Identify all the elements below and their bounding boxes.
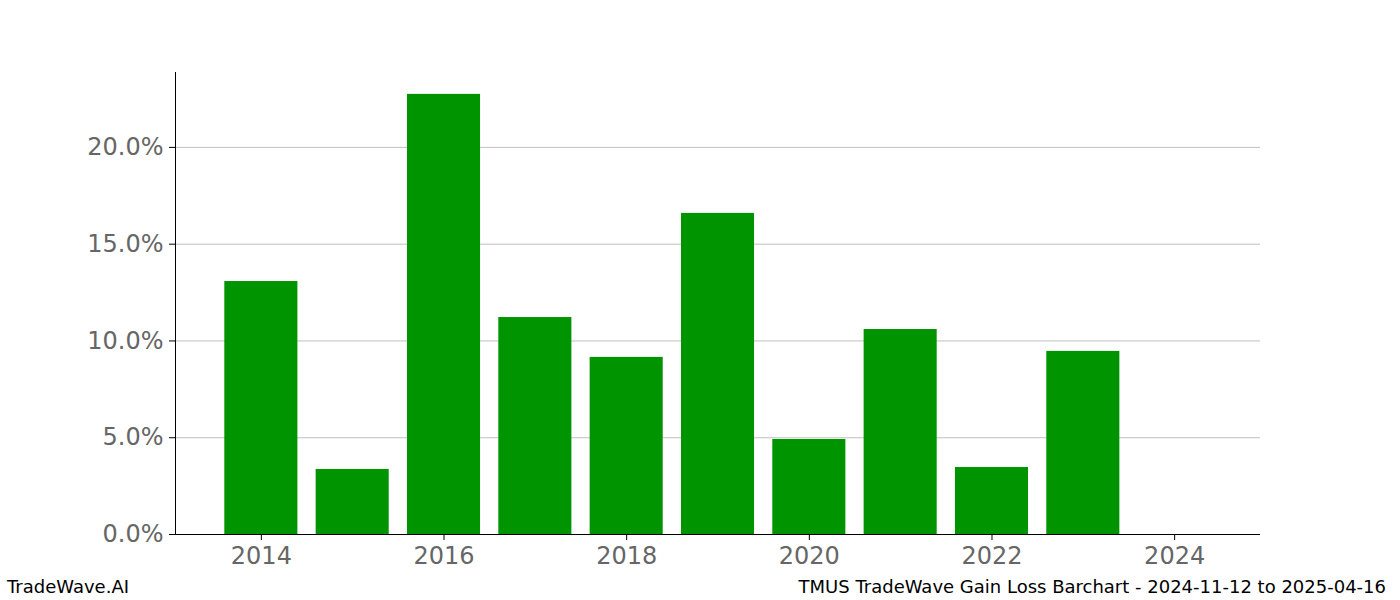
svg-text:10.0%: 10.0% [87,327,163,355]
html-text:TradeWave.AI: TradeWave.AI [7,576,129,597]
svg-text:5.0%: 5.0% [103,423,164,451]
svg-text:0.0%: 0.0% [103,520,164,548]
svg-text:2016: 2016 [413,542,474,570]
svg-text:2020: 2020 [779,542,840,570]
svg-text:2022: 2022 [961,542,1022,570]
svg-text:2014: 2014 [231,542,292,570]
svg-text:15.0%: 15.0% [87,230,163,258]
svg-text:2018: 2018 [596,542,657,570]
svg-text:2024: 2024 [1144,542,1205,570]
svg-text:20.0%: 20.0% [87,133,163,161]
html-text:TMUS TradeWave Gain Loss Barch: TMUS TradeWave Gain Loss Barchart - 2024… [798,576,1386,597]
